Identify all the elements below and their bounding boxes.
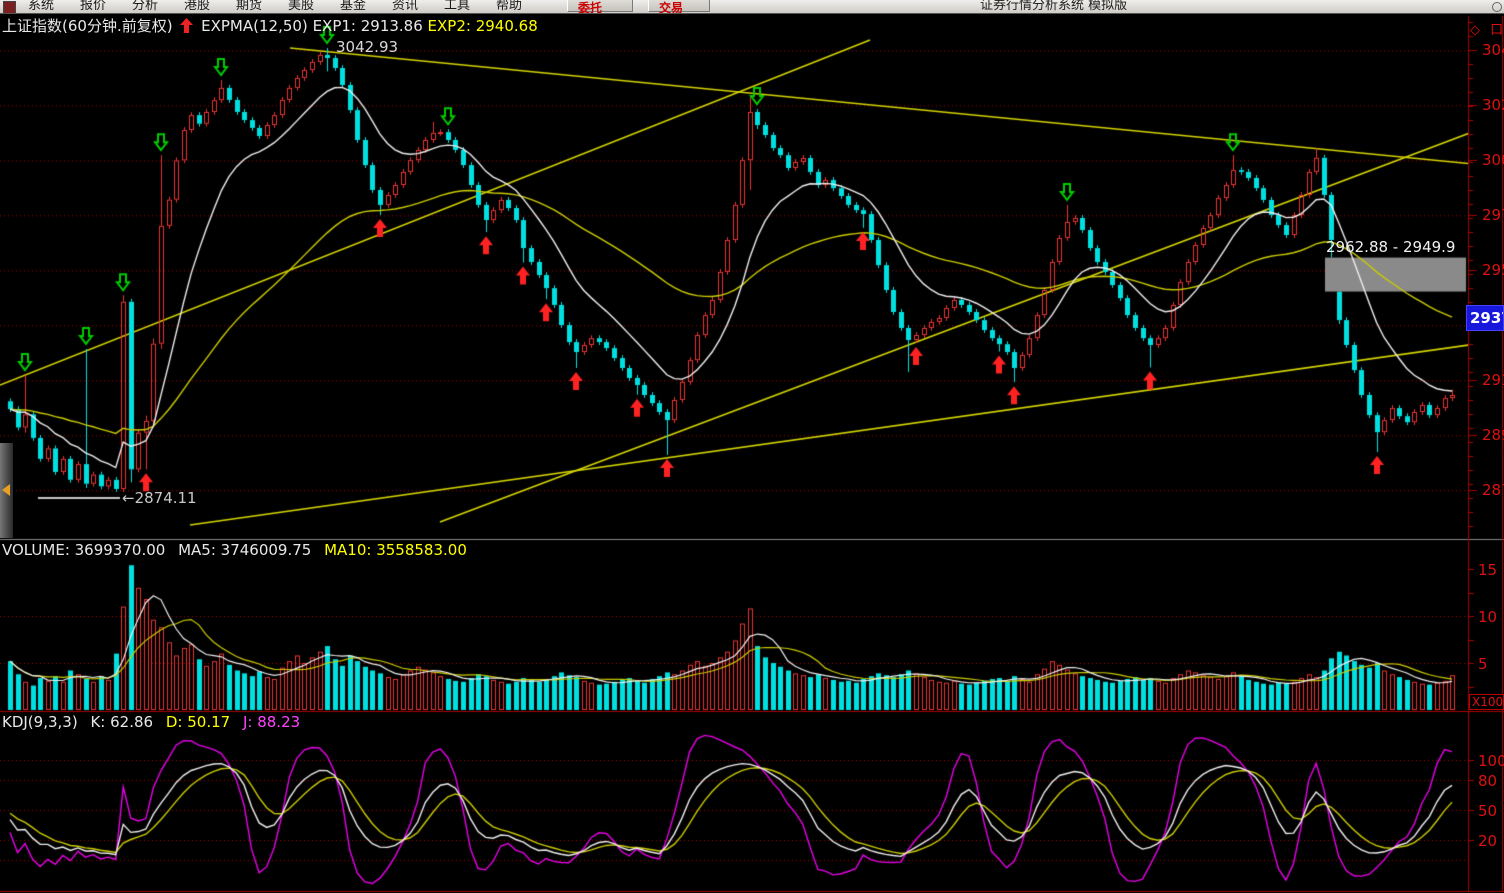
exp2-value: EXP2: 2940.68 (427, 17, 538, 35)
kdj-axis-label: 20 (1478, 832, 1498, 850)
menu-item-3[interactable]: 港股 (184, 0, 211, 13)
menu-item-7[interactable]: 资讯 (392, 0, 419, 13)
menu-item-0[interactable]: 系统 (28, 0, 55, 13)
menu-item-4[interactable]: 期货 (236, 0, 263, 13)
main-chart-header: 上证指数(60分钟.前复权) EXPMA(12,50) EXP1: 2913.8… (2, 15, 538, 36)
volume-value: VOLUME: 3699370.00 (2, 541, 166, 559)
sidebar-collapse-handle[interactable] (0, 443, 13, 538)
collapse-arrow-icon (2, 484, 10, 496)
menu-item-9[interactable]: 帮助 (496, 0, 523, 13)
gap-zone-annotation: 2962.88 - 2949.9 (1326, 238, 1456, 256)
kdj-axis-label: 80 (1478, 772, 1498, 790)
price-axis-label: 2916 (1482, 371, 1504, 389)
up-arrow-icon (180, 18, 194, 33)
kdj-j-value: J: 88.23 (242, 713, 301, 731)
price-axis-label: 2958 (1482, 261, 1504, 279)
menu-item-5[interactable]: 美股 (288, 0, 315, 13)
kdj-axis-label: 100 (1478, 752, 1504, 770)
menu-item-6[interactable]: 基金 (340, 0, 367, 13)
kdj-header: KDJ(9,3,3) K: 62.86 D: 50.17 J: 88.23 (2, 713, 300, 731)
low-price-annotation: ←2874.11 (122, 489, 197, 507)
price-axis-label: 2874 (1482, 481, 1504, 499)
symbol-title: 上证指数(60分钟.前复权) (2, 17, 173, 35)
indicator-label[interactable]: EXPMA(12,50) (201, 17, 308, 35)
volume-multiplier-label: X10000 (1469, 694, 1504, 710)
search-icon[interactable] (1492, 2, 1502, 12)
app-icon (3, 1, 16, 13)
chart-corner-icons[interactable]: ◇ 口 (1470, 23, 1504, 38)
menu-item-8[interactable]: 工具 (444, 0, 471, 13)
volume-axis-label: 10 (1478, 608, 1498, 626)
trade-button[interactable]: 交易 (648, 0, 710, 13)
price-axis-label: 3021 (1482, 96, 1504, 114)
exp1-value: EXP1: 2913.86 (312, 17, 423, 35)
price-axis-label: 2895 (1482, 426, 1504, 444)
app-edition-label: 证券行情分析系统 模拟版 (980, 0, 1128, 13)
price-axis-label: 3042 (1482, 41, 1504, 59)
high-price-annotation: 3042.93 (336, 38, 399, 56)
volume-ma10-value: MA10: 3558583.00 (324, 541, 467, 559)
price-axis-label: 2979 (1482, 206, 1504, 224)
price-axis-label: 3000 (1482, 151, 1504, 169)
volume-axis-label: 5 (1478, 655, 1488, 673)
kdj-label[interactable]: KDJ(9,3,3) (2, 713, 78, 731)
volume-header: VOLUME: 3699370.00 MA5: 3746009.75 MA10:… (2, 541, 467, 559)
menu-item-2[interactable]: 分析 (132, 0, 159, 13)
volume-ma5-value: MA5: 3746009.75 (178, 541, 312, 559)
menu-item-1[interactable]: 报价 (80, 0, 107, 13)
kdj-d-value: D: 50.17 (165, 713, 231, 731)
last-price-tag: 2937.10 (1466, 305, 1504, 331)
menu-bar: 系统 报价 分析 港股 期货 美股 基金 资讯 工具 帮助 委托 交易 证券行情分析系统 模拟版 (0, 0, 1504, 14)
broker-button[interactable]: 委托 (567, 0, 633, 13)
kdj-k-value: K: 62.86 (90, 713, 154, 731)
kdj-axis-label: 50 (1478, 802, 1498, 820)
volume-axis-label: 15 (1478, 561, 1498, 579)
